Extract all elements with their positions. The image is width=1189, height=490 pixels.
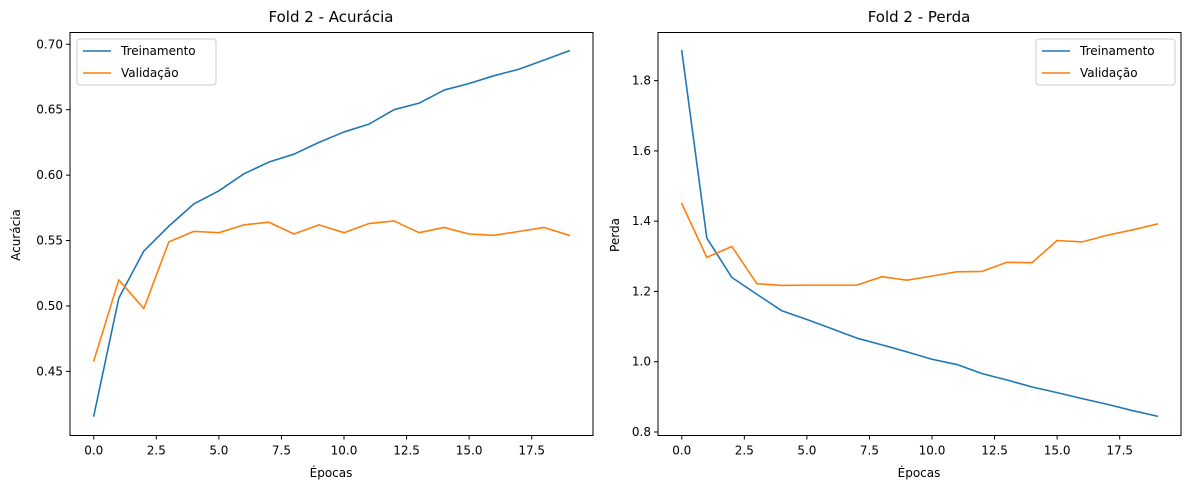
loss-legend-label-train: Treinamento	[1079, 44, 1155, 58]
accuracy-x-tick-label: 15.0	[456, 444, 483, 458]
accuracy-y-tick-label: 0.65	[36, 103, 63, 117]
loss-plot-area	[657, 32, 1182, 436]
loss-series-train-line	[680, 49, 1159, 418]
accuracy-x-tick-label: 5.0	[209, 444, 228, 458]
loss-y-tick-label: 0.8	[632, 425, 651, 439]
loss-y-tick-label: 1.0	[632, 355, 651, 369]
loss-y-tick-label: 1.2	[632, 284, 651, 298]
loss-x-tick-label: 7.5	[860, 444, 879, 458]
accuracy-x-tick-label: 10.0	[331, 444, 358, 458]
loss-legend: Treinamento Validação	[1035, 38, 1176, 86]
loss-x-tick-label: 5.0	[797, 444, 816, 458]
loss-x-tick-label: 10.0	[919, 444, 946, 458]
accuracy-x-axis-label: Épocas	[310, 465, 353, 480]
accuracy-legend: Treinamento Validação	[76, 38, 217, 86]
accuracy-series-val-line	[92, 220, 571, 362]
accuracy-x-tick-label: 0.0	[84, 444, 103, 458]
accuracy-legend-box	[76, 38, 217, 86]
accuracy-plot-area	[69, 32, 594, 436]
loss-legend-label-val: Validação	[1080, 66, 1138, 80]
accuracy-x-tick-label: 7.5	[272, 444, 291, 458]
loss-chart-title: Fold 2 - Perda	[868, 8, 971, 26]
accuracy-series-train-line	[92, 49, 571, 417]
accuracy-y-tick-label: 0.45	[36, 364, 63, 378]
loss-series-val-line	[680, 202, 1159, 287]
loss-chart: Fold 2 - Perda Épocas Perda 0.0 2.5 5.0 7.5…	[608, 8, 1182, 480]
accuracy-y-tick-label: 0.50	[36, 299, 63, 313]
accuracy-y-tick-label: 0.60	[36, 168, 63, 182]
loss-y-axis-label: Perda	[608, 218, 622, 252]
loss-x-tick-label: 15.0	[1044, 444, 1071, 458]
loss-x-tick-label: 2.5	[735, 444, 754, 458]
accuracy-y-tick-label: 0.55	[36, 234, 63, 248]
accuracy-y-axis-label: Acurácia	[9, 209, 23, 261]
loss-y-tick-label: 1.8	[632, 74, 651, 88]
accuracy-chart: Fold 2 - Acurácia Épocas Acurácia 0.0 2.5…	[9, 8, 594, 480]
loss-legend-box	[1035, 38, 1176, 86]
loss-x-axis-label: Épocas	[898, 465, 941, 480]
accuracy-chart-title: Fold 2 - Acurácia	[269, 8, 394, 26]
loss-x-tick-label: 17.5	[1106, 444, 1133, 458]
loss-y-tick-label: 1.4	[632, 214, 651, 228]
accuracy-legend-label-val: Validação	[121, 66, 179, 80]
accuracy-x-tick-label: 2.5	[147, 444, 166, 458]
loss-x-tick-label: 0.0	[672, 444, 691, 458]
accuracy-x-tick-label: 12.5	[393, 444, 420, 458]
accuracy-y-tick-label: 0.70	[36, 37, 63, 51]
loss-x-tick-label: 12.5	[981, 444, 1008, 458]
loss-y-tick-label: 1.6	[632, 144, 651, 158]
accuracy-x-tick-label: 17.5	[518, 444, 545, 458]
accuracy-legend-label-train: Treinamento	[120, 44, 196, 58]
